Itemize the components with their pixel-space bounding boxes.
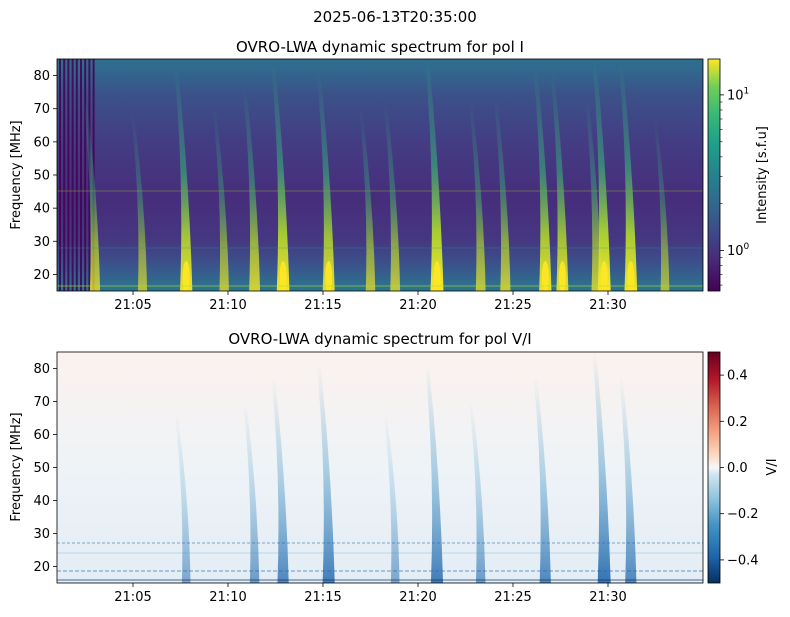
y-tick-label: 50 [33, 169, 50, 184]
burst-core [182, 261, 190, 291]
colorbar-tick-label: −0.2 [727, 507, 759, 522]
burst-core [541, 261, 549, 291]
burst-mark [271, 376, 289, 583]
x-tick-label: 21:05 [114, 298, 151, 313]
flag-stripe [80, 59, 82, 291]
x-tick-label: 21:25 [494, 590, 531, 605]
burst-mark [550, 73, 569, 291]
burst-mark [316, 73, 335, 291]
burst-mark [493, 98, 511, 291]
y-tick-label: 80 [33, 362, 50, 377]
flag-stripe [59, 59, 61, 291]
x-tick-label: 21:25 [494, 298, 531, 313]
burst-core [627, 261, 635, 291]
burst-layer [174, 352, 637, 583]
burst-mark [243, 401, 260, 583]
burst-core [558, 261, 566, 291]
flag-stripe [84, 59, 87, 291]
x-tick-label: 21:20 [399, 590, 436, 605]
colorbar-tick-label: 0.0 [727, 461, 748, 476]
burst-mark [174, 68, 193, 291]
burst-mark [242, 88, 261, 291]
x-tick-label: 21:10 [209, 590, 246, 605]
y-tick-label: 60 [33, 135, 50, 150]
panel-pol-vi: OVRO-LWA dynamic spectrum for pol V/I 21… [9, 330, 780, 605]
y-tick-label: 70 [33, 395, 50, 410]
colorbar-tick-label: 0.2 [727, 415, 748, 430]
flag-stripe [63, 59, 66, 291]
x-tick-label: 21:15 [304, 298, 341, 313]
colorbar [708, 352, 720, 583]
burst-mark [425, 59, 444, 291]
colorbar-frame [707, 58, 721, 292]
burst-mark [131, 113, 148, 291]
burst-mark [212, 108, 229, 291]
burst-mark [619, 376, 637, 583]
burst-mark [592, 352, 611, 583]
colorbar-tick-label: 101 [727, 86, 749, 103]
burst-mark [83, 98, 101, 291]
x-tick-label: 21:20 [399, 298, 436, 313]
colorbar-label: Intensity [s.f.u] [755, 126, 770, 224]
y-tick-label: 60 [33, 428, 50, 443]
y-axis-label: Frequency [MHz] [9, 412, 24, 521]
burst-mark [316, 364, 335, 583]
y-tick-label: 40 [33, 202, 50, 217]
x-tick-label: 21:15 [304, 590, 341, 605]
burst-mark [383, 103, 401, 291]
y-tick-label: 30 [33, 527, 50, 542]
burst-mark [618, 63, 638, 291]
figure-suptitle: 2025-06-13T20:35:00 [313, 8, 477, 26]
burst-mark [585, 98, 602, 291]
burst-mark [469, 401, 486, 583]
y-tick-label: 70 [33, 102, 50, 117]
colorbar-tick-label: 0.4 [727, 369, 748, 384]
x-tick-label: 21:30 [589, 298, 626, 313]
y-tick-label: 50 [33, 461, 50, 476]
y-tick-label: 80 [33, 69, 50, 84]
burst-mark [533, 376, 551, 583]
burst-mark [592, 59, 611, 291]
burst-core [600, 261, 608, 291]
y-tick-label: 30 [33, 235, 50, 250]
burst-core [325, 261, 333, 291]
panel-pol-i: OVRO-LWA dynamic spectrum for pol I 21:0… [9, 38, 770, 313]
burst-mark [425, 364, 444, 583]
colorbar-tick-label: 100 [727, 242, 750, 259]
burst-mark [359, 108, 376, 291]
burst-mark [383, 413, 400, 583]
flag-stripe [71, 59, 74, 291]
y-tick-label: 40 [33, 494, 50, 509]
flag-stripe [67, 59, 70, 291]
burst-mark [271, 63, 290, 291]
y-tick-label: 20 [33, 560, 50, 575]
colorbar-tick-label: −0.4 [727, 553, 759, 568]
y-tick-label: 20 [33, 268, 50, 283]
y-axis-label: Frequency [MHz] [9, 120, 24, 229]
burst-mark [174, 413, 191, 583]
burst-mark [533, 68, 552, 291]
burst-mark [469, 103, 486, 291]
x-tick-label: 21:10 [209, 298, 246, 313]
x-tick-label: 21:05 [114, 590, 151, 605]
chart-title: OVRO-LWA dynamic spectrum for pol I [236, 38, 524, 56]
burst-core [433, 261, 441, 291]
flag-stripe [75, 59, 78, 291]
burst-core [279, 261, 287, 291]
x-tick-label: 21:30 [589, 590, 626, 605]
colorbar [708, 59, 720, 291]
chart-title: OVRO-LWA dynamic spectrum for pol V/I [228, 330, 531, 348]
colorbar-label: V/I [765, 458, 780, 475]
